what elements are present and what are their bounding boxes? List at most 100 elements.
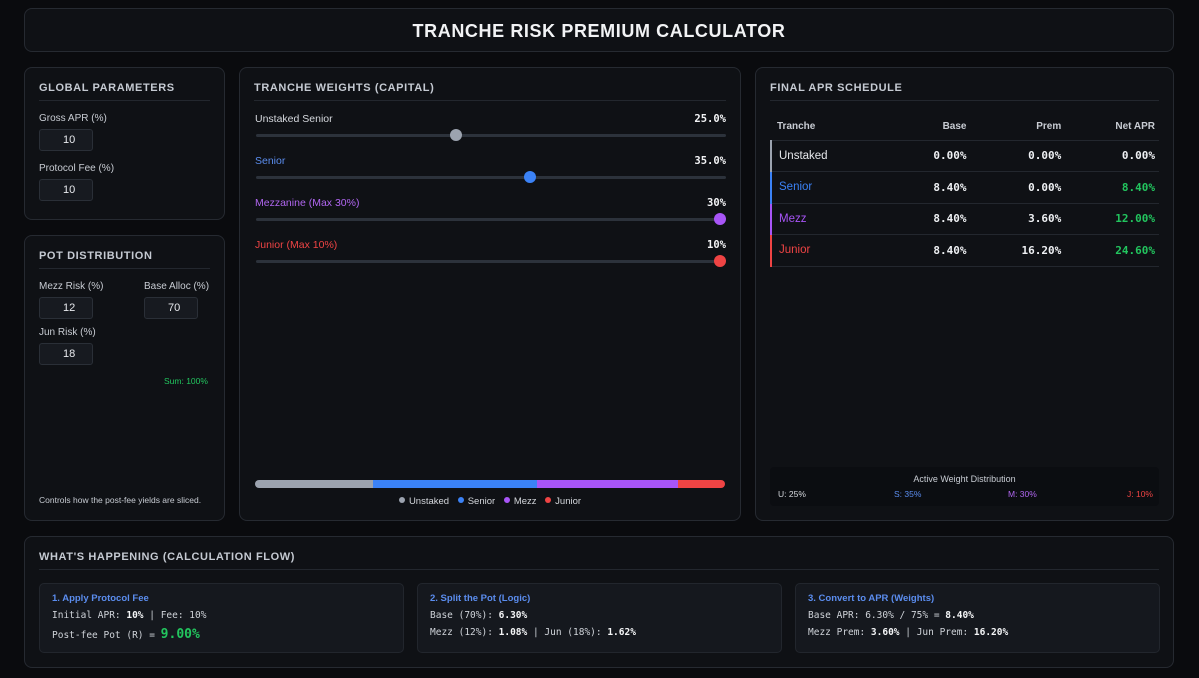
tranche-cell: Unstaked [770, 140, 881, 172]
table-row: Senior 8.40% 0.00% 8.40% [770, 171, 1159, 204]
slider-track[interactable] [256, 218, 726, 221]
global-parameters-title: GLOBAL PARAMETERS [39, 82, 210, 101]
prem-cell: 3.60% [970, 203, 1066, 235]
legend-dot-icon [457, 497, 464, 503]
slider-label: Senior [255, 155, 286, 167]
tranche-cell: Junior [770, 234, 881, 267]
net-apr-cell: 24.60% [1065, 234, 1159, 267]
slider-value: 25.0% [694, 113, 726, 125]
protocol-fee-input[interactable]: 10 [39, 179, 93, 201]
post-fee-pot-value: 9.00% [160, 627, 200, 642]
flow-step-line: Initial APR: 10% | Fee: 10% [52, 610, 207, 621]
legend-dot-icon [503, 497, 510, 503]
tranche-weights-title: TRANCHE WEIGHTS (CAPITAL) [254, 82, 726, 101]
weight-label-unstaked: U: 25% [778, 489, 806, 499]
pot-distribution-panel: POT DISTRIBUTION Mezz Risk (%) 12 Base A… [24, 235, 225, 521]
calculation-flow-title: WHAT'S HAPPENING (CALCULATION FLOW) [39, 551, 1159, 570]
pot-distribution-title: POT DISTRIBUTION [39, 250, 210, 269]
flow-step-3: 3. Convert to APR (Weights) Base APR: 6.… [795, 583, 1160, 653]
net-apr-cell: 8.40% [1065, 171, 1159, 204]
base-alloc-input[interactable]: 70 [144, 297, 198, 319]
global-parameters-panel: GLOBAL PARAMETERS Gross APR (%) 10 Proto… [24, 67, 225, 220]
slider-thumb[interactable] [714, 255, 726, 267]
jun-risk-input[interactable]: 18 [39, 343, 93, 365]
slider-label: Junior (Max 10%) [255, 239, 338, 251]
base-cell: 0.00% [880, 140, 971, 172]
calculation-flow-panel: WHAT'S HAPPENING (CALCULATION FLOW) 1. A… [24, 536, 1174, 668]
weight-distribution-bar [255, 480, 725, 488]
legend-dot-icon [398, 497, 405, 503]
slider-thumb[interactable] [524, 171, 537, 183]
apr-schedule-title: FINAL APR SCHEDULE [770, 82, 1159, 101]
gross-apr-input[interactable]: 10 [39, 129, 93, 151]
legend-item-mezz: Mezz [503, 496, 537, 507]
pot-inputs-grid: Mezz Risk (%) 12 Base Alloc (%) 70 Jun R… [39, 269, 210, 389]
weight-label-senior: S: 35% [894, 489, 922, 499]
flow-step-title: 1. Apply Protocol Fee [52, 593, 149, 604]
legend-item-unstaked: Unstaked [398, 496, 450, 507]
tranche-weights-panel: TRANCHE WEIGHTS (CAPITAL) Unstaked Senio… [239, 67, 741, 521]
mezz-risk-input[interactable]: 12 [39, 297, 93, 319]
slider-track[interactable] [256, 134, 726, 137]
slider-value: 35.0% [694, 155, 726, 167]
gross-apr-label: Gross APR (%) [39, 113, 107, 124]
jun-risk-field: Jun Risk (%) 18 [39, 315, 96, 365]
weight-label-junior: J: 10% [1127, 489, 1153, 499]
active-weight-title: Active Weight Distribution [913, 474, 1016, 484]
flow-step-title: 3. Convert to APR (Weights) [808, 593, 935, 604]
pot-distribution-note: Controls how the post-fee yields are sli… [39, 495, 202, 505]
slider-thumb[interactable] [450, 129, 463, 141]
net-apr-cell: 0.00% [1065, 140, 1159, 172]
flow-step-line: Base (70%): 6.30% [430, 610, 528, 621]
legend-label: Unstaked [408, 496, 450, 507]
legend-item-senior: Senior [457, 496, 496, 507]
slider-list: Unstaked Senior 25.0% Senior 35.0% Mezza… [254, 109, 726, 277]
flow-step-1: 1. Apply Protocol Fee Initial APR: 10% |… [39, 583, 404, 653]
column-header: Base [880, 113, 971, 141]
protocol-fee-label: Protocol Fee (%) [39, 163, 115, 174]
distribution-segment-unstaked [255, 480, 373, 488]
apr-schedule-panel: FINAL APR SCHEDULE Tranche Base Prem Net… [755, 67, 1174, 521]
distribution-legend: Unstaked Senior Mezz Junior [240, 496, 740, 507]
slider-track[interactable] [256, 176, 726, 179]
flow-step-line: Mezz Prem: 3.60% | Jun Prem: 16.20% [808, 627, 1009, 638]
prem-cell: 0.00% [970, 140, 1066, 172]
slider-value: 30% [707, 197, 726, 209]
flow-step-title: 2. Split the Pot (Logic) [430, 593, 531, 604]
pot-sum-indicator: Sum: 100% [164, 376, 208, 386]
base-cell: 8.40% [880, 171, 971, 204]
legend-label: Junior [555, 496, 582, 507]
base-alloc-field: Base Alloc (%) 70 [144, 269, 209, 319]
header-panel: TRANCHE RISK PREMIUM CALCULATOR [24, 8, 1174, 52]
slider-value: 10% [707, 239, 726, 251]
tranche-cell: Senior [770, 171, 881, 204]
slider-thumb[interactable] [714, 213, 726, 225]
weight-label-mezz: M: 30% [1008, 489, 1037, 499]
flow-step-line: Post-fee Pot (R) = 9.00% [52, 627, 200, 642]
column-header: Tranche [771, 113, 881, 141]
column-header: Prem [970, 113, 1066, 141]
base-cell: 8.40% [880, 203, 971, 235]
distribution-segment-senior [372, 480, 537, 488]
page-title: TRANCHE RISK PREMIUM CALCULATOR [412, 21, 786, 41]
slider-unstaked-senior: Unstaked Senior 25.0% [254, 109, 726, 151]
slider-senior: Senior 35.0% [254, 151, 726, 193]
flow-step-line: Base APR: 6.30% / 75% = 8.40% [808, 610, 974, 621]
legend-dot-icon [545, 497, 552, 503]
slider-track[interactable] [256, 260, 726, 263]
table-row: Unstaked 0.00% 0.00% 0.00% [770, 140, 1159, 172]
jun-risk-label: Jun Risk (%) [39, 327, 96, 338]
slider-label: Unstaked Senior [255, 113, 333, 125]
base-alloc-label: Base Alloc (%) [144, 281, 210, 292]
base-cell: 8.40% [880, 234, 971, 267]
prem-cell: 0.00% [970, 171, 1066, 204]
table-row: Mezz 8.40% 3.60% 12.00% [770, 203, 1159, 235]
legend-label: Mezz [513, 496, 537, 507]
slider-junior: Junior (Max 10%) 10% [254, 235, 726, 277]
prem-cell: 16.20% [970, 234, 1066, 267]
net-apr-cell: 12.00% [1065, 203, 1159, 235]
table-row: Junior 8.40% 16.20% 24.60% [770, 234, 1159, 267]
legend-label: Senior [467, 496, 496, 507]
mezz-risk-label: Mezz Risk (%) [39, 281, 104, 292]
legend-item-junior: Junior [545, 496, 581, 507]
